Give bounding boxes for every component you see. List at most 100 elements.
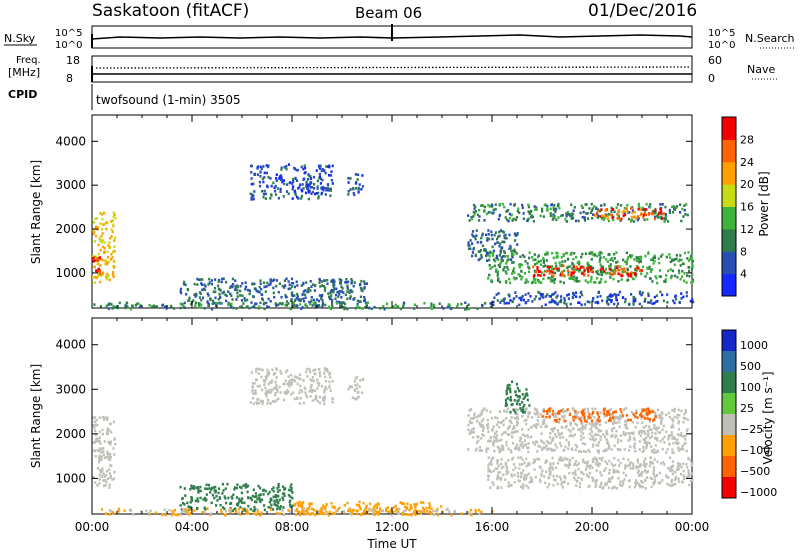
echo-cell xyxy=(648,420,651,423)
echo-cell xyxy=(614,421,617,425)
echo-cell xyxy=(290,307,293,310)
echo-cell xyxy=(587,485,590,489)
echo-cell xyxy=(629,467,632,470)
echo-cell xyxy=(113,260,116,264)
echo-cell xyxy=(573,268,576,271)
echo-cell xyxy=(236,289,239,292)
echo-cell xyxy=(560,432,563,435)
echo-cell xyxy=(270,278,273,282)
echo-cell xyxy=(93,240,96,243)
x-tick-label: 20:00 xyxy=(575,520,610,534)
echo-cell xyxy=(498,280,502,284)
echo-cell xyxy=(321,298,324,302)
echo-cell xyxy=(553,449,556,452)
nsky-label: N.Sky xyxy=(4,32,36,45)
echo-cell xyxy=(95,418,98,422)
echo-cell xyxy=(646,470,649,473)
echo-cell xyxy=(608,468,611,472)
echo-cell xyxy=(98,272,101,275)
echo-cell xyxy=(686,418,689,421)
echo-cell xyxy=(674,295,677,298)
echo-cell xyxy=(559,456,562,459)
echo-cell xyxy=(581,422,584,425)
echo-cell xyxy=(195,292,198,296)
echo-cell xyxy=(241,497,244,500)
echo-cell xyxy=(145,509,148,513)
echo-cell xyxy=(297,510,300,514)
echo-cell xyxy=(577,262,581,266)
echo-cell xyxy=(554,419,558,422)
echo-cell xyxy=(267,305,270,309)
echo-cell xyxy=(285,277,288,280)
echo-cell xyxy=(302,401,305,405)
echo-cell xyxy=(346,284,349,288)
echo-cell xyxy=(578,417,581,421)
echo-cell xyxy=(635,479,638,482)
echo-cell xyxy=(309,513,312,516)
echo-cell xyxy=(539,263,543,266)
echo-cell xyxy=(509,244,512,248)
echo-cell xyxy=(507,268,510,271)
echo-cell xyxy=(235,486,239,490)
echo-cell xyxy=(544,459,548,463)
echo-cell xyxy=(613,252,616,256)
echo-cell xyxy=(336,509,339,513)
echo-cell xyxy=(688,483,691,487)
echo-cell xyxy=(101,416,104,419)
echo-cell xyxy=(655,294,658,297)
echo-cell xyxy=(99,264,102,267)
echo-cell xyxy=(360,188,363,191)
echo-cell xyxy=(575,484,578,487)
echo-cell xyxy=(634,299,637,303)
echo-cell xyxy=(288,283,291,287)
echo-cell xyxy=(521,254,524,257)
echo-cell xyxy=(678,271,681,275)
echo-cell xyxy=(494,203,497,206)
echo-cell xyxy=(582,210,585,214)
echo-cell xyxy=(644,438,647,442)
echo-cell xyxy=(347,193,350,196)
echo-cell xyxy=(475,447,478,451)
echo-cell xyxy=(562,254,565,257)
echo-cell xyxy=(99,280,102,284)
echo-cell xyxy=(233,488,236,491)
echo-cell xyxy=(287,287,290,291)
echo-cell xyxy=(582,425,585,429)
echo-cell xyxy=(302,167,305,171)
echo-cell xyxy=(664,205,667,209)
y-tick-label: 1000 xyxy=(55,266,86,280)
echo-cell xyxy=(636,416,639,419)
echo-cell xyxy=(610,210,613,213)
echo-cell xyxy=(532,441,535,444)
echo-cell xyxy=(498,476,501,480)
echo-cell xyxy=(306,507,309,511)
echo-cell xyxy=(637,266,640,270)
echo-cell xyxy=(168,508,171,512)
echo-cell xyxy=(441,510,444,514)
echo-cell xyxy=(644,275,647,278)
echo-cell xyxy=(467,428,470,431)
echo-cell xyxy=(329,306,332,310)
echo-cell xyxy=(240,491,243,495)
echo-cell xyxy=(364,508,367,511)
echo-cell xyxy=(590,275,593,279)
echo-cell xyxy=(107,274,110,277)
echo-cell xyxy=(219,508,223,512)
echo-cell xyxy=(674,297,678,301)
echo-cell xyxy=(506,386,509,389)
echo-cell xyxy=(513,426,516,430)
echo-cell xyxy=(320,280,324,283)
echo-cell xyxy=(545,444,548,447)
echo-cell xyxy=(488,439,491,443)
echo-cell xyxy=(494,260,497,263)
echo-cell xyxy=(478,512,481,516)
echo-cell xyxy=(210,279,213,282)
echo-cell xyxy=(100,475,103,478)
echo-cell xyxy=(618,425,621,429)
echo-cell xyxy=(291,197,294,200)
echo-cell xyxy=(110,510,113,513)
echo-cell xyxy=(274,372,277,375)
echo-cell xyxy=(350,513,353,516)
echo-cell xyxy=(522,397,525,401)
echo-cell xyxy=(511,261,514,264)
